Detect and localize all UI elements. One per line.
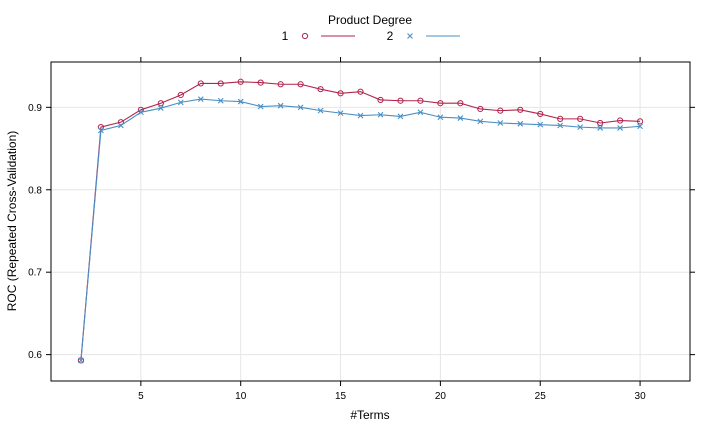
series-1-point xyxy=(577,115,584,122)
x-tick-label: 30 xyxy=(635,391,647,402)
series-2-point xyxy=(437,114,444,121)
series-1-line xyxy=(80,81,641,361)
axes-layer: 5 10 15 20 25 30 0.6 0.7 0.8 0.9 xyxy=(28,57,695,402)
series-2-point xyxy=(477,118,484,125)
series-1-point xyxy=(617,117,624,124)
series-1-point xyxy=(397,97,404,104)
series-2-point xyxy=(337,110,344,116)
series-2-point xyxy=(397,113,404,120)
series-1-point xyxy=(177,91,184,99)
series-1-point xyxy=(157,100,164,107)
legend-label-1: 1 xyxy=(282,29,289,43)
series-2-point xyxy=(177,99,184,106)
series-layer xyxy=(77,78,644,364)
x-tick-label: 5 xyxy=(138,391,144,402)
series-1-point xyxy=(517,106,524,113)
series-2-point xyxy=(637,123,643,130)
series-1-point xyxy=(377,96,384,104)
series-1-point xyxy=(277,81,284,88)
legend-marker-2 xyxy=(407,33,413,39)
y-tick-label: 0.6 xyxy=(28,350,42,361)
series-1-point xyxy=(417,97,424,104)
series-2-point xyxy=(78,357,84,364)
series-2-point xyxy=(377,111,384,118)
legend-marker-1 xyxy=(301,32,309,40)
series-1-point xyxy=(357,88,364,95)
series-2-point xyxy=(357,112,364,119)
x-tick-label: 25 xyxy=(535,391,547,402)
series-2-point xyxy=(457,115,464,121)
plot-panel-frame xyxy=(50,61,691,382)
legend-title: Product Degree xyxy=(328,13,412,27)
series-2-point xyxy=(257,103,264,110)
series-1-point xyxy=(497,107,504,114)
series-1-point xyxy=(197,80,204,87)
series-1-point xyxy=(457,100,464,107)
series-2-point xyxy=(237,98,244,105)
series-2-point xyxy=(157,105,164,112)
series-1-point xyxy=(557,115,564,122)
series-1-point xyxy=(437,100,444,107)
series-1 xyxy=(77,78,644,364)
x-tick-label: 20 xyxy=(435,391,447,402)
legend-label-2: 2 xyxy=(387,29,394,43)
series-2-point xyxy=(317,107,324,114)
series-1-point xyxy=(537,110,544,118)
series-2-point xyxy=(217,97,224,104)
series-2-point xyxy=(98,127,104,134)
series-2-point xyxy=(417,109,424,116)
series-2-point xyxy=(118,122,124,129)
series-2-point xyxy=(197,96,204,102)
y-tick-label: 0.8 xyxy=(28,185,42,196)
series-1-point xyxy=(337,90,344,97)
series-1-point xyxy=(477,105,484,113)
x-tick-label: 10 xyxy=(235,391,247,402)
series-1-point xyxy=(597,119,604,127)
y-tick-label: 0.9 xyxy=(28,103,42,114)
series-2-point xyxy=(557,122,564,129)
series-1-point xyxy=(217,80,224,87)
x-axis-title: #Terms xyxy=(350,408,389,422)
series-2-point xyxy=(537,121,544,128)
series-1-point xyxy=(237,78,244,85)
y-axis-title: ROC (Repeated Cross-Validation) xyxy=(5,131,19,312)
gridlines xyxy=(51,62,690,381)
y-tick-label: 0.7 xyxy=(28,268,42,279)
series-2-point xyxy=(517,120,524,127)
series-2-point xyxy=(617,125,623,131)
series-2-point xyxy=(137,109,144,116)
series-2-point xyxy=(277,102,284,109)
series-2-point xyxy=(497,120,504,126)
series-1-point xyxy=(257,79,264,86)
series-2 xyxy=(78,96,643,364)
series-2-point xyxy=(597,125,604,131)
x-tick-label: 15 xyxy=(335,391,347,402)
series-1-point xyxy=(297,81,304,88)
series-1-point xyxy=(317,86,324,93)
series-2-point xyxy=(297,104,304,111)
series-2-point xyxy=(577,124,584,131)
series-1-point xyxy=(636,118,644,125)
